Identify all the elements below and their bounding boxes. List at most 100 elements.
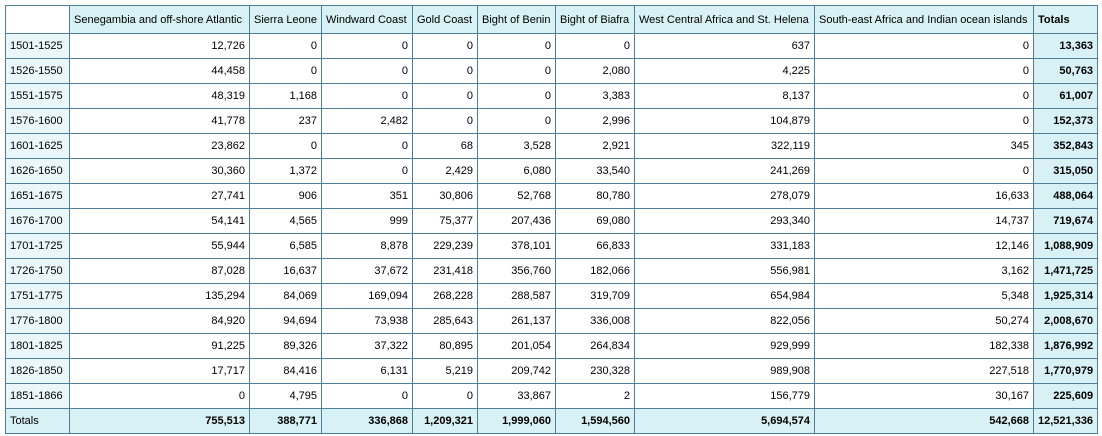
cell: 201,054 [477,333,556,359]
cell: 17,717 [69,358,250,384]
cell: 1,209,321 [412,408,478,434]
cell: 5,694,574 [634,408,815,434]
cell: 0 [477,83,556,109]
cell: 13,363 [1032,33,1099,59]
cell: 4,225 [634,58,815,84]
table-row: 1801-1825 91,225 89,326 37,322 80,895 201,054… [5,333,1099,359]
cell: 0 [477,33,556,59]
cell: 0 [249,58,322,84]
cell: 2,921 [555,133,635,159]
cell: 0 [321,83,413,109]
cell: 27,741 [69,183,250,209]
cell: 1,088,909 [1032,233,1099,259]
cell: 319,709 [555,283,635,309]
cell: 3,528 [477,133,556,159]
table-row: 1726-1750 87,028 16,637 37,672 231,418 356,76… [5,258,1099,284]
cell: 91,225 [69,333,250,359]
cell: 755,513 [69,408,250,434]
cell: 285,643 [412,308,478,334]
cell: 8,137 [634,83,815,109]
cell: 293,340 [634,208,815,234]
cell: 2 [555,383,635,409]
column-header: South-east Africa and Indian ocean islan… [814,5,1034,34]
cell: 352,843 [1032,133,1099,159]
cell: 556,981 [634,258,815,284]
cell: 231,418 [412,258,478,284]
cell: 6,080 [477,158,556,184]
cell: 2,008,670 [1032,308,1099,334]
row-label: 1551-1575 [5,83,70,109]
cell: 822,056 [634,308,815,334]
cell: 48,319 [69,83,250,109]
cell: 169,094 [321,283,413,309]
column-header: Totals [1032,5,1099,34]
cell: 0 [412,58,478,84]
cell: 0 [814,108,1034,134]
cell: 37,672 [321,258,413,284]
cell: 55,944 [69,233,250,259]
cell: 5,348 [814,283,1034,309]
cell: 0 [412,83,478,109]
cell: 0 [814,33,1034,59]
cell: 2,482 [321,108,413,134]
cell: 0 [321,133,413,159]
cell: 336,868 [321,408,413,434]
cell: 237 [249,108,322,134]
cell: 0 [814,58,1034,84]
cell: 322,119 [634,133,815,159]
cell: 50,763 [1032,58,1099,84]
row-label: 1576-1600 [5,108,70,134]
table-row: 1551-1575 48,319 1,168 0 0 0 3,383 8,137 0 61,007 [5,83,1099,109]
row-label: 1801-1825 [5,333,70,359]
cell: 16,633 [814,183,1034,209]
cell: 84,920 [69,308,250,334]
cell: 378,101 [477,233,556,259]
cell: 542,668 [814,408,1034,434]
table-row: 1601-1625 23,862 0 0 68 3,528 2,921 322,119 345 3… [5,133,1099,159]
table-row: 1501-1525 12,726 0 0 0 0 0 637 0 13,363 [5,33,1099,59]
row-label: 1726-1750 [5,258,70,284]
cell: 4,565 [249,208,322,234]
cell: 50,274 [814,308,1034,334]
row-label: 1526-1550 [5,58,70,84]
cell: 3,383 [555,83,635,109]
cell: 225,609 [1032,383,1099,409]
cell: 12,146 [814,233,1034,259]
cell: 61,007 [1032,83,1099,109]
cell: 268,228 [412,283,478,309]
cell: 654,984 [634,283,815,309]
cell: 929,999 [634,333,815,359]
cell: 0 [412,33,478,59]
cell: 1,168 [249,83,322,109]
table-row: 1626-1650 30,360 1,372 0 2,429 6,080 33,540 241… [5,158,1099,184]
cell: 1,471,725 [1032,258,1099,284]
cell: 5,219 [412,358,478,384]
data-table: Senegambia and off-shore Atlantic Sierra … [5,5,1099,434]
cell: 0 [477,108,556,134]
cell: 23,862 [69,133,250,159]
cell: 264,834 [555,333,635,359]
cell: 207,436 [477,208,556,234]
cell: 1,770,979 [1032,358,1099,384]
table-row: 1851-1866 0 4,795 0 0 33,867 2 156,779 30,167 225… [5,383,1099,409]
cell: 230,328 [555,358,635,384]
cell: 75,377 [412,208,478,234]
cell: 229,239 [412,233,478,259]
cell: 999 [321,208,413,234]
table-row: 1651-1675 27,741 906 351 30,806 52,768 80,780 2… [5,183,1099,209]
cell: 351 [321,183,413,209]
table-row: Totals 755,513 388,771 336,868 1,209,321 1,99… [5,408,1099,434]
cell: 52,768 [477,183,556,209]
table-row: 1526-1550 44,458 0 0 0 0 2,080 4,225 0 50,763 [5,58,1099,84]
row-label: 1626-1650 [5,158,70,184]
cell: 0 [412,108,478,134]
cell: 87,028 [69,258,250,284]
row-label: 1701-1725 [5,233,70,259]
cell: 989,908 [634,358,815,384]
cell: 80,895 [412,333,478,359]
cell: 182,338 [814,333,1034,359]
cell: 156,779 [634,383,815,409]
cell: 1,925,314 [1032,283,1099,309]
cell: 331,183 [634,233,815,259]
cell: 278,079 [634,183,815,209]
